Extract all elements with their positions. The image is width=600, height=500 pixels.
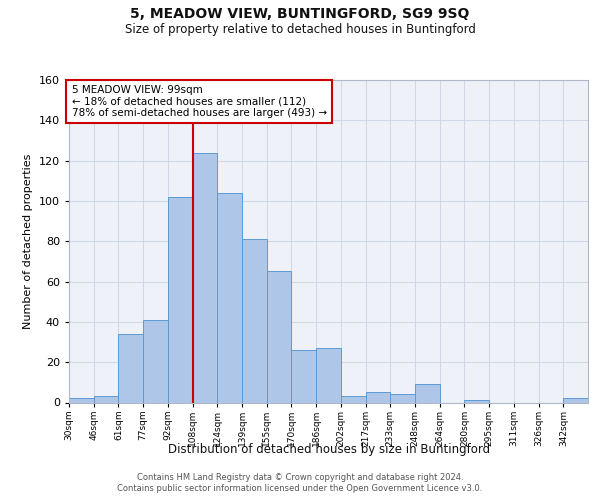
Bar <box>217 193 242 402</box>
Bar <box>365 392 390 402</box>
Text: 5, MEADOW VIEW, BUNTINGFORD, SG9 9SQ: 5, MEADOW VIEW, BUNTINGFORD, SG9 9SQ <box>130 8 470 22</box>
Bar <box>464 400 489 402</box>
Bar <box>292 350 316 403</box>
Text: Distribution of detached houses by size in Buntingford: Distribution of detached houses by size … <box>168 442 490 456</box>
Bar <box>69 398 94 402</box>
Bar <box>94 396 118 402</box>
Text: 5 MEADOW VIEW: 99sqm
← 18% of detached houses are smaller (112)
78% of semi-deta: 5 MEADOW VIEW: 99sqm ← 18% of detached h… <box>71 85 327 118</box>
Bar <box>168 197 193 402</box>
Bar <box>415 384 440 402</box>
Text: Contains HM Land Registry data © Crown copyright and database right 2024.: Contains HM Land Registry data © Crown c… <box>137 472 463 482</box>
Bar <box>242 239 267 402</box>
Text: Size of property relative to detached houses in Buntingford: Size of property relative to detached ho… <box>125 22 475 36</box>
Bar <box>341 396 365 402</box>
Bar <box>563 398 588 402</box>
Bar <box>193 152 217 402</box>
Text: Contains public sector information licensed under the Open Government Licence v3: Contains public sector information licen… <box>118 484 482 493</box>
Bar <box>390 394 415 402</box>
Bar <box>267 272 292 402</box>
Bar <box>118 334 143 402</box>
Bar <box>143 320 168 402</box>
Bar <box>316 348 341 403</box>
Y-axis label: Number of detached properties: Number of detached properties <box>23 154 33 329</box>
